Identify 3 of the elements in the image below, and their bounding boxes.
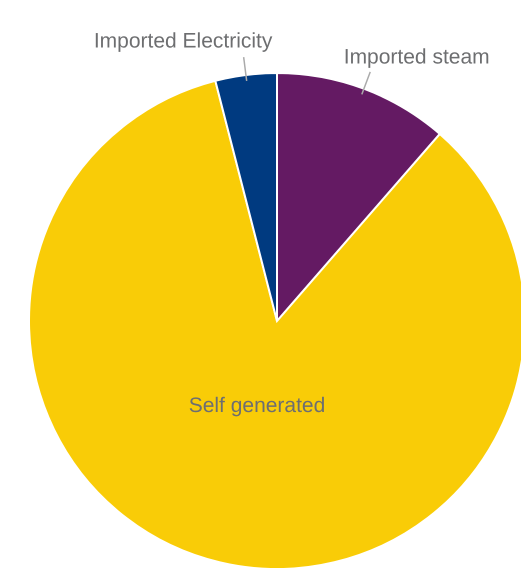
slice-label: Imported steam: [344, 45, 490, 68]
slice-label: Self generated: [188, 394, 326, 417]
slice-label: Imported Electricity: [94, 30, 273, 53]
